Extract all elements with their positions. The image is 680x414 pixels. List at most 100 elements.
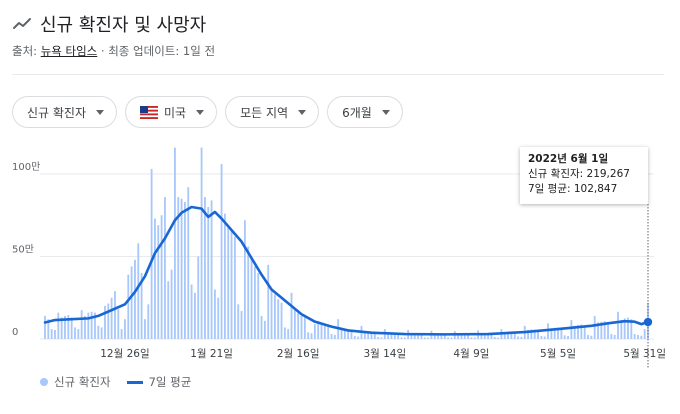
y-tick-label: 0 (12, 327, 18, 338)
case-bar (54, 329, 56, 339)
case-bar (230, 230, 233, 339)
case-bar (587, 334, 589, 340)
case-bar (363, 331, 366, 339)
case-bar (490, 334, 493, 339)
filter-bar: 신규 확진자 미국 모든 지역 6개월 (12, 96, 411, 128)
case-bar (620, 320, 623, 339)
case-bar (253, 266, 256, 339)
case-bar (110, 297, 113, 339)
case-bar (497, 337, 499, 339)
title-row: 신규 확진자 및 사망자 (12, 10, 668, 38)
case-bar (343, 329, 346, 339)
chart-header: 신규 확진자 및 사망자 (12, 10, 668, 38)
case-bar (403, 337, 406, 339)
case-bar (493, 337, 496, 339)
period-dropdown[interactable]: 6개월 (327, 96, 403, 128)
case-bar (483, 333, 486, 339)
case-bar (473, 337, 476, 339)
chart-legend: 신규 확진자 7일 평균 (40, 374, 191, 390)
x-tick-label: 2월 16일 (277, 347, 320, 360)
case-bar (580, 324, 583, 339)
case-bar (513, 332, 516, 339)
case-bar (560, 328, 563, 339)
case-bar (174, 147, 176, 339)
case-bar (293, 309, 296, 339)
case-bar (550, 328, 553, 339)
case-bar (307, 332, 310, 339)
case-bar (67, 315, 70, 339)
case-bar (47, 319, 50, 339)
case-bar (597, 322, 599, 339)
case-bar (127, 274, 130, 339)
page-title: 신규 확진자 및 사망자 (40, 15, 207, 36)
region-dropdown[interactable]: 모든 지역 (225, 96, 320, 128)
case-bar (577, 324, 579, 339)
x-axis-labels: 12월 26일 1월 21일 2월 16일 3월 14일 4월 9일 5월 5일 5월 31… (100, 347, 666, 360)
case-bar (600, 321, 603, 339)
x-tick-label: 1월 21일 (190, 347, 233, 360)
case-bar (170, 269, 173, 339)
case-bar (340, 327, 343, 339)
case-bar (280, 302, 283, 339)
case-bar (520, 337, 523, 339)
case-bar (300, 315, 303, 339)
case-bar (397, 334, 400, 339)
average-line-group (43, 204, 653, 369)
case-bar (140, 273, 143, 339)
case-bar (57, 312, 60, 339)
case-bar (147, 304, 150, 339)
case-bar (250, 256, 253, 339)
x-tick-label: 5월 31일 (623, 347, 666, 360)
case-bar (570, 320, 573, 339)
case-bar (77, 329, 80, 339)
case-bar (380, 337, 383, 339)
x-tick-label: 5월 5일 (540, 347, 576, 360)
case-bar (467, 334, 470, 339)
case-bar (207, 207, 210, 339)
case-bar (450, 337, 453, 339)
case-bar (50, 329, 53, 339)
metric-dropdown[interactable]: 신규 확진자 (12, 96, 118, 128)
country-dropdown[interactable]: 미국 (125, 96, 218, 128)
case-bar (190, 284, 193, 339)
case-bar (200, 147, 203, 339)
update-info: · 최종 업데이트: 1일 전 (97, 44, 216, 58)
case-bar (70, 317, 73, 339)
case-bar (227, 225, 230, 339)
hover-tooltip: 2022년 6월 1일 신규 확진자: 219,267 7일 평균: 102,8… (520, 147, 648, 204)
case-bar (290, 292, 293, 339)
case-bar (433, 334, 436, 339)
case-bar (487, 333, 489, 339)
case-bar (74, 327, 76, 339)
y-tick-label: 50만 (12, 244, 34, 256)
case-bar (137, 243, 140, 339)
case-bar (367, 332, 370, 339)
case-bar (637, 334, 639, 340)
case-bar (420, 334, 423, 339)
us-flag-icon (140, 105, 159, 119)
case-bar (320, 323, 323, 339)
case-bar (260, 315, 263, 339)
case-bar (60, 317, 63, 339)
case-bar (327, 326, 330, 340)
case-bar (617, 311, 619, 339)
case-bar (530, 329, 533, 339)
case-bar (413, 334, 416, 339)
case-bar (443, 334, 446, 339)
case-bar (233, 236, 236, 339)
case-bar (357, 336, 360, 339)
case-bar (390, 333, 393, 339)
source-link[interactable]: 뉴욕 타임스 (40, 44, 98, 58)
case-bar (643, 329, 646, 339)
case-bar (44, 315, 46, 339)
case-bar (603, 321, 606, 339)
hover-point[interactable] (643, 317, 653, 327)
case-bar (160, 215, 163, 339)
case-bar (457, 334, 460, 339)
case-bar (313, 324, 316, 339)
case-bar (114, 291, 116, 339)
case-bar (154, 218, 156, 339)
y-axis-labels: 0 50만 100만 (12, 161, 40, 338)
case-bar (470, 337, 473, 339)
header-divider (12, 74, 664, 75)
